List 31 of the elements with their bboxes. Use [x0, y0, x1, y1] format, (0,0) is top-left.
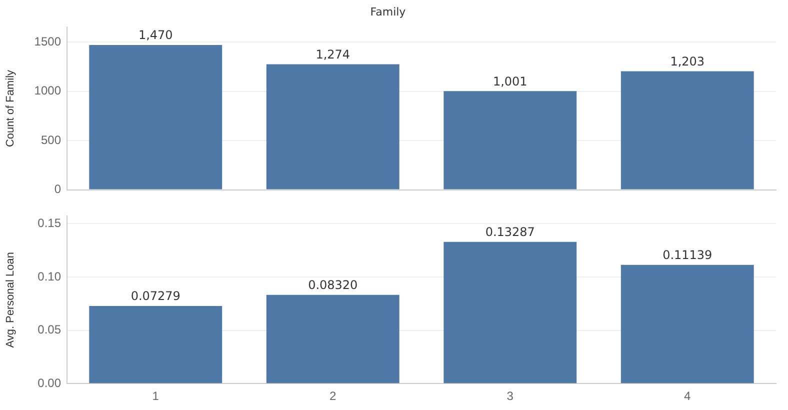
data-label: 1,001: [492, 74, 528, 88]
y-tick-label: 1500: [34, 34, 62, 48]
data-label: 0.08320: [308, 278, 358, 292]
bar: [620, 264, 754, 384]
y-axis-title: Avg. Personal Loan: [4, 252, 17, 348]
bar: [89, 306, 222, 384]
bar: [266, 294, 400, 384]
y-tick-label: 0.05: [38, 322, 62, 337]
chart-title: Family: [370, 5, 406, 18]
data-label: 0.11139: [662, 248, 712, 262]
x-tick-label: 3: [506, 389, 514, 404]
bar: [444, 242, 577, 384]
bar: [266, 64, 400, 190]
y-tick-label: 0.15: [38, 216, 62, 230]
data-label: 0.07279: [130, 289, 180, 304]
x-tick-label: 2: [330, 389, 337, 404]
data-label: 1,203: [670, 54, 705, 68]
y-tick-label: 1000: [34, 84, 62, 98]
data-label: 0.13287: [485, 225, 535, 240]
x-tick-label: 1: [152, 389, 160, 404]
bar: [444, 91, 577, 190]
data-label: 1,274: [316, 47, 350, 62]
bar: [89, 44, 222, 190]
y-axis-title: Count of Family: [4, 69, 17, 148]
y-tick-label: 0: [54, 182, 62, 196]
y-tick-label: 500: [40, 132, 62, 147]
y-tick-label: 0.00: [38, 376, 62, 390]
bar: [620, 71, 754, 190]
x-tick-label: 4: [684, 389, 692, 404]
y-tick-label: 0.10: [38, 269, 62, 284]
data-label: 1,470: [138, 28, 173, 42]
